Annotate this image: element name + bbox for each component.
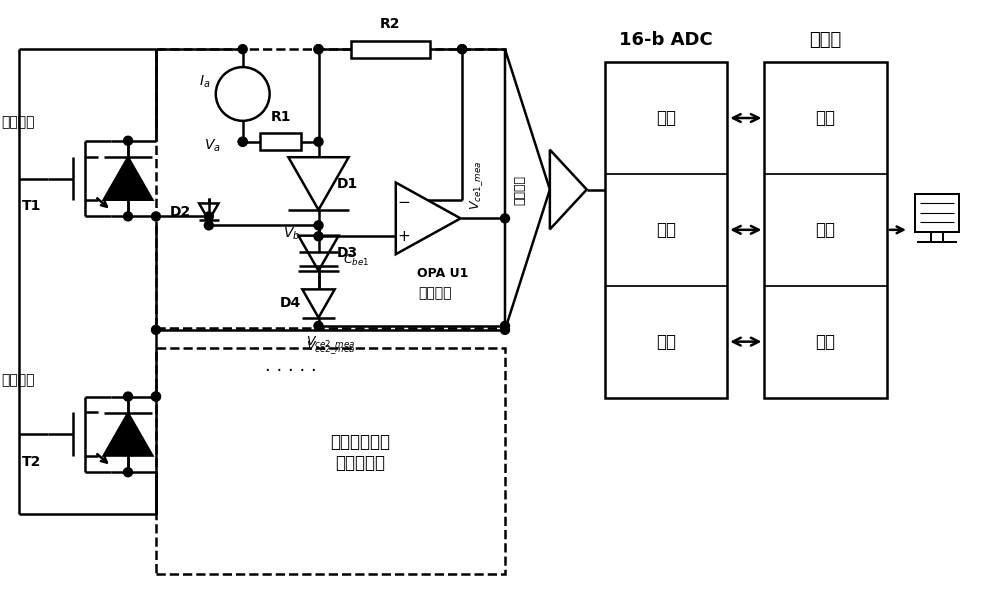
Circle shape: [314, 45, 323, 54]
Polygon shape: [104, 157, 152, 200]
Bar: [764, 62, 887, 397]
Circle shape: [151, 392, 160, 401]
Text: 控制器: 控制器: [809, 31, 842, 49]
Circle shape: [124, 212, 133, 221]
Text: D3: D3: [336, 246, 358, 260]
Bar: [605, 62, 727, 397]
Circle shape: [124, 392, 133, 401]
Text: D2: D2: [170, 205, 191, 219]
Text: OPA U1: OPA U1: [417, 267, 469, 280]
Circle shape: [314, 321, 323, 330]
Text: $I_a$: $I_a$: [199, 74, 211, 90]
Circle shape: [314, 137, 323, 146]
Circle shape: [314, 221, 323, 230]
Text: 待测器件: 待测器件: [1, 374, 35, 388]
Text: 开始: 开始: [816, 221, 836, 239]
Circle shape: [314, 232, 323, 241]
Bar: [915, 194, 959, 232]
Text: 数据: 数据: [656, 333, 676, 351]
Circle shape: [500, 321, 509, 330]
Circle shape: [458, 45, 467, 54]
Polygon shape: [550, 150, 587, 229]
Polygon shape: [505, 49, 550, 330]
Circle shape: [238, 137, 247, 146]
Text: 16-b ADC: 16-b ADC: [619, 31, 713, 49]
Bar: [260, 133, 301, 150]
Circle shape: [458, 45, 467, 54]
Text: $V_b$: $V_b$: [283, 225, 301, 242]
Text: $V_{ce1\_mea}$: $V_{ce1\_mea}$: [468, 161, 485, 210]
Text: T2: T2: [22, 455, 41, 469]
Circle shape: [151, 392, 160, 401]
Circle shape: [204, 212, 213, 221]
Circle shape: [238, 137, 247, 146]
Bar: [156, 348, 505, 573]
Text: $V_a$: $V_a$: [204, 137, 221, 154]
Text: D1: D1: [336, 177, 358, 191]
Text: $V_{ce2\_mea}$: $V_{ce2\_mea}$: [306, 339, 355, 356]
Text: 和上管测量电
路拓扑相同: 和上管测量电 路拓扑相同: [330, 434, 390, 472]
Text: 开始: 开始: [656, 221, 676, 239]
Circle shape: [151, 212, 160, 221]
Polygon shape: [104, 413, 152, 456]
Text: 数据: 数据: [816, 333, 836, 351]
Circle shape: [314, 45, 323, 54]
Polygon shape: [396, 183, 461, 254]
Text: $V_{ce2\_mea}$: $V_{ce2\_mea}$: [306, 335, 355, 351]
Circle shape: [151, 326, 160, 334]
Text: . . . . .: . . . . .: [265, 357, 316, 374]
Text: 测量电路: 测量电路: [418, 286, 452, 300]
Text: R2: R2: [380, 17, 401, 31]
Circle shape: [500, 214, 509, 223]
Text: $-$: $-$: [397, 193, 410, 208]
Circle shape: [124, 468, 133, 477]
Bar: [156, 49, 505, 328]
Text: D4: D4: [279, 297, 301, 311]
Text: $+$: $+$: [397, 229, 410, 244]
Text: 时钟: 时钟: [816, 109, 836, 127]
Text: R1: R1: [270, 110, 291, 124]
Circle shape: [500, 326, 509, 334]
Text: T1: T1: [22, 200, 41, 213]
Text: 待测器件: 待测器件: [1, 115, 35, 129]
Circle shape: [216, 67, 270, 121]
Circle shape: [124, 136, 133, 145]
Text: 隔离电路: 隔离电路: [513, 174, 526, 204]
Text: 时钟: 时钟: [656, 109, 676, 127]
Text: $C_{be1}$: $C_{be1}$: [343, 253, 370, 268]
Circle shape: [238, 45, 247, 54]
Circle shape: [204, 221, 213, 230]
Bar: [351, 41, 430, 58]
